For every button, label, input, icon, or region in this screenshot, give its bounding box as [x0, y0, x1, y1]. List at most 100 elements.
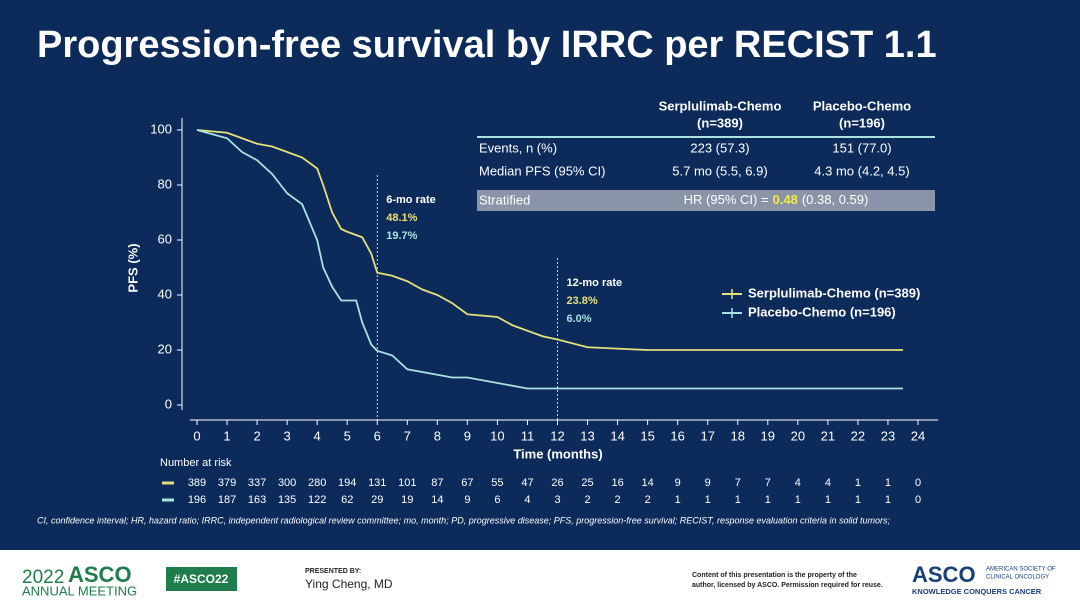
risk-count: 6: [494, 494, 500, 506]
table-cell: Median PFS (95% CI): [479, 163, 605, 178]
risk-count: 1: [705, 494, 711, 506]
hr-ci: (0.38, 0.59): [802, 192, 869, 207]
y-tick-label: 40: [158, 286, 172, 301]
background: [0, 0, 1080, 550]
hr-prefix: HR (95% CI) =: [684, 192, 769, 207]
y-axis-label: PFS (%): [125, 243, 140, 292]
x-tick-label: 10: [490, 428, 504, 443]
x-tick-label: 12: [550, 428, 564, 443]
risk-count: 62: [341, 494, 353, 506]
risk-count: 67: [461, 477, 473, 489]
x-tick-label: 13: [580, 428, 594, 443]
table-header: (n=389): [697, 115, 743, 130]
x-tick-label: 2: [253, 428, 260, 443]
risk-count: 55: [491, 477, 503, 489]
x-tick-label: 5: [344, 428, 351, 443]
hr-value: 0.48: [773, 192, 798, 207]
copyright: author, licensed by ASCO. Permission req…: [692, 582, 883, 589]
hashtag-box: [166, 567, 237, 591]
risk-count: 135: [278, 494, 296, 506]
risk-count: 300: [278, 477, 296, 489]
risk-count: 122: [308, 494, 326, 506]
y-tick-label: 60: [158, 231, 172, 246]
footnote: CI, confidence interval; HR, hazard rati…: [37, 515, 891, 525]
risk-count: 47: [521, 477, 533, 489]
x-tick-label: 23: [881, 428, 895, 443]
x-tick-label: 22: [851, 428, 865, 443]
risk-count: 101: [398, 477, 416, 489]
hashtag: #ASCO22: [174, 572, 229, 586]
y-tick-label: 80: [158, 176, 172, 191]
x-axis-label: Time (months): [513, 446, 602, 461]
risk-count: 1: [855, 494, 861, 506]
annotation-rate: 6.0%: [567, 313, 592, 325]
risk-count: 1: [885, 477, 891, 489]
risk-count: 3: [554, 494, 560, 506]
x-tick-label: 15: [640, 428, 654, 443]
risk-count: 194: [338, 477, 356, 489]
risk-count: 1: [675, 494, 681, 506]
risk-count: 9: [464, 494, 470, 506]
presenter: Ying Cheng, MD: [305, 577, 393, 591]
risk-count: 1: [735, 494, 741, 506]
risk-count: 1: [855, 477, 861, 489]
table-header: Serplulimab-Chemo: [659, 98, 782, 113]
table-header: Placebo-Chemo: [813, 98, 911, 113]
annotation-rate: 23.8%: [567, 295, 598, 307]
legend-label: Serplulimab-Chemo (n=389): [748, 285, 920, 300]
risk-count: 9: [675, 477, 681, 489]
org-name: AMERICAN SOCIETY OF: [986, 567, 1056, 573]
meeting-year: 2022: [22, 567, 64, 588]
x-tick-label: 4: [314, 428, 321, 443]
org-tagline: KNOWLEDGE CONQUERS CANCER: [912, 587, 1042, 596]
survival-curve: [196, 129, 903, 390]
copyright: Content of this presentation is the prop…: [692, 572, 857, 579]
x-tick-label: 14: [610, 428, 624, 443]
risk-count: 14: [431, 494, 443, 506]
risk-count: 7: [765, 477, 771, 489]
risk-table-label: Number at risk: [160, 457, 232, 469]
x-tick-label: 24: [911, 428, 925, 443]
hazard-ratio: HR (95% CI) = 0.48 (0.38, 0.59): [684, 192, 869, 207]
x-tick-label: 7: [404, 428, 411, 443]
risk-count: 196: [188, 494, 206, 506]
x-tick-label: 19: [761, 428, 775, 443]
presented-by: PRESENTED BY:: [305, 568, 361, 575]
table-cell: 223 (57.3): [690, 140, 749, 155]
risk-count: 26: [551, 477, 563, 489]
risk-count: 4: [825, 477, 831, 489]
table-header: (n=196): [839, 115, 885, 130]
risk-count: 4: [795, 477, 801, 489]
risk-count: 14: [642, 477, 654, 489]
x-tick-label: 20: [791, 428, 805, 443]
risk-count: 16: [611, 477, 623, 489]
y-tick-label: 100: [150, 121, 172, 136]
risk-count: 379: [218, 477, 236, 489]
table-highlight: [477, 190, 935, 211]
risk-count: 4: [524, 494, 530, 506]
risk-count: 1: [765, 494, 771, 506]
table-cell: Events, n (%): [479, 140, 557, 155]
annotation-label: 12-mo rate: [567, 277, 623, 289]
risk-count: 280: [308, 477, 326, 489]
legend-label: Placebo-Chemo (n=196): [748, 304, 896, 319]
risk-count: 131: [368, 477, 386, 489]
annotation-rate: 48.1%: [386, 212, 417, 224]
risk-count: 163: [248, 494, 266, 506]
risk-count: 19: [401, 494, 413, 506]
x-tick-label: 8: [434, 428, 441, 443]
x-tick-label: 6: [374, 428, 381, 443]
table-cell: 151 (77.0): [832, 140, 891, 155]
table-cell: Stratified: [479, 192, 530, 207]
x-tick-label: 9: [464, 428, 471, 443]
risk-count: 87: [431, 477, 443, 489]
risk-count: 2: [615, 494, 621, 506]
annotation-label: 6-mo rate: [386, 194, 436, 206]
risk-count: 2: [584, 494, 590, 506]
risk-count: 29: [371, 494, 383, 506]
risk-count: 7: [735, 477, 741, 489]
y-tick-label: 20: [158, 341, 172, 356]
meeting-brand: ASCO: [68, 562, 132, 587]
x-tick-label: 17: [700, 428, 714, 443]
